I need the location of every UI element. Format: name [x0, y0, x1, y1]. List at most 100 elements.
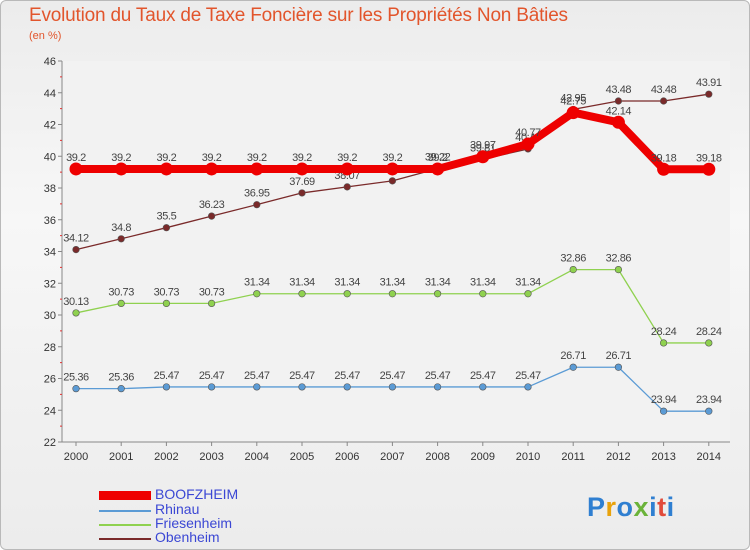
- data-point-boofzheim: [295, 162, 309, 176]
- data-point-rhinau: [298, 383, 306, 391]
- y-tick-label: 34: [44, 247, 56, 259]
- data-point-friesenheim: [614, 265, 623, 274]
- y-tick-label: 24: [44, 405, 56, 417]
- data-label-friesenheim: 31.34: [425, 277, 451, 289]
- data-point-friesenheim: [388, 290, 397, 298]
- data-point-rhinau: [117, 385, 125, 393]
- x-tick-label: 2014: [697, 451, 721, 463]
- data-point-friesenheim: [298, 290, 306, 298]
- data-label-friesenheim: 31.34: [244, 277, 270, 289]
- y-tick-label: 22: [44, 437, 56, 449]
- data-label-obenheim: 43.48: [651, 84, 677, 96]
- data-point-obenheim: [659, 97, 668, 105]
- x-tick-label: 2005: [290, 451, 314, 463]
- x-tick-label: 2006: [335, 451, 359, 463]
- data-point-friesenheim: [253, 290, 261, 298]
- data-label-boofzheim: 39.2: [111, 152, 131, 164]
- y-tick-label: 46: [44, 56, 56, 68]
- x-tick-label: 2012: [606, 451, 630, 463]
- data-label-friesenheim: 31.34: [470, 277, 496, 289]
- data-point-friesenheim: [659, 339, 668, 347]
- legend-swatch: [99, 538, 151, 540]
- legend-label: BOOFZHEIM: [155, 486, 239, 502]
- data-label-friesenheim: 31.34: [515, 277, 541, 289]
- data-label-friesenheim: 32.86: [606, 253, 632, 265]
- data-label-rhinau: 23.94: [651, 394, 677, 406]
- data-label-boofzheim: 39.2: [156, 152, 176, 164]
- data-point-obenheim: [298, 189, 306, 197]
- data-point-friesenheim: [705, 339, 713, 347]
- y-tick-label: 40: [44, 151, 56, 163]
- data-point-rhinau: [162, 383, 170, 391]
- data-label-friesenheim: 30.73: [108, 286, 134, 298]
- data-point-boofzheim: [250, 162, 264, 176]
- data-label-rhinau: 25.47: [515, 370, 541, 382]
- legend-swatch: [99, 491, 151, 500]
- data-point-rhinau: [569, 363, 577, 371]
- data-label-boofzheim: 42.14: [606, 105, 632, 117]
- data-label-obenheim: 42.95: [560, 92, 586, 104]
- data-label-obenheim: 36.95: [244, 188, 270, 200]
- plot-area: [62, 61, 730, 442]
- data-point-obenheim: [72, 245, 80, 254]
- data-point-boofzheim: [702, 162, 716, 176]
- data-label-obenheim: 39.22: [425, 152, 451, 164]
- data-point-friesenheim: [569, 265, 577, 274]
- data-point-friesenheim: [117, 299, 125, 308]
- x-tick-label: 2010: [516, 451, 540, 463]
- data-point-obenheim: [117, 235, 125, 243]
- data-point-rhinau: [524, 383, 532, 391]
- data-label-boofzheim: 39.2: [247, 152, 267, 164]
- data-label-friesenheim: 28.24: [696, 326, 722, 338]
- data-label-rhinau: 25.47: [244, 370, 270, 382]
- data-point-obenheim: [162, 224, 170, 232]
- data-label-rhinau: 25.47: [380, 370, 406, 382]
- unit-label: (en %): [29, 30, 62, 42]
- x-tick-label: 2001: [109, 451, 133, 463]
- y-tick-label: 32: [44, 278, 56, 290]
- data-label-boofzheim: 39.2: [428, 152, 448, 164]
- x-tick-label: 2004: [245, 451, 269, 463]
- legend-label: Friesenheim: [155, 515, 233, 531]
- x-tick-label: 2002: [154, 451, 178, 463]
- data-point-obenheim: [614, 97, 623, 105]
- data-point-boofzheim: [385, 162, 399, 176]
- data-label-boofzheim: 39.97: [470, 140, 496, 152]
- data-point-boofzheim: [114, 162, 128, 176]
- data-label-boofzheim: 40.77: [515, 127, 541, 139]
- data-label-friesenheim: 31.34: [289, 277, 315, 289]
- legend-swatch: [99, 524, 151, 526]
- data-point-rhinau: [659, 407, 668, 415]
- data-label-obenheim: 37.69: [289, 176, 315, 188]
- x-tick-label: 2009: [471, 451, 495, 463]
- data-point-boofzheim: [611, 115, 625, 129]
- data-label-rhinau: 26.71: [560, 350, 586, 362]
- data-point-rhinau: [479, 383, 487, 391]
- y-tick-label: 28: [44, 342, 56, 354]
- data-point-friesenheim: [434, 290, 442, 298]
- data-label-boofzheim: 39.2: [382, 152, 402, 164]
- data-label-boofzheim: 39.2: [202, 152, 222, 164]
- data-point-obenheim: [705, 90, 713, 98]
- data-point-friesenheim: [343, 290, 351, 298]
- data-label-boofzheim: 42.75: [560, 96, 586, 108]
- data-point-rhinau: [72, 385, 80, 393]
- data-point-rhinau: [614, 363, 623, 371]
- data-label-obenheim: 43.91: [696, 77, 722, 89]
- data-label-friesenheim: 31.34: [380, 277, 406, 289]
- legend-swatch: [99, 510, 151, 512]
- y-tick-label: 38: [44, 183, 56, 195]
- data-label-rhinau: 25.36: [63, 372, 89, 384]
- data-label-rhinau: 25.47: [154, 370, 180, 382]
- y-tick-label: 30: [44, 310, 56, 322]
- data-label-rhinau: 25.47: [334, 370, 360, 382]
- data-label-boofzheim: 39.2: [66, 152, 86, 164]
- data-label-rhinau: 25.47: [425, 370, 451, 382]
- x-tick-label: 2003: [199, 451, 223, 463]
- data-point-rhinau: [705, 407, 713, 415]
- data-point-boofzheim: [69, 162, 83, 176]
- x-tick-label: 2008: [425, 451, 449, 463]
- data-point-friesenheim: [524, 290, 532, 298]
- data-label-boofzheim: 39.18: [696, 152, 722, 164]
